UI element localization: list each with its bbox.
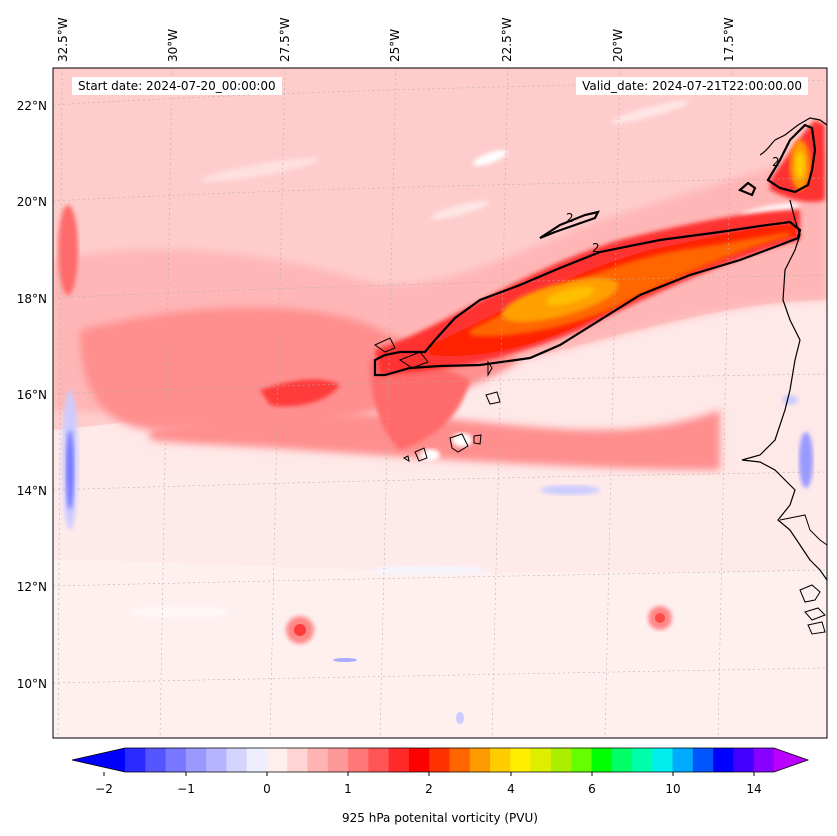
colorbar-segment: [591, 748, 613, 772]
colorbar-segment: [185, 748, 207, 772]
colorbar-segment: [611, 748, 633, 772]
lat-label: 16°N: [17, 388, 47, 402]
colorbar-extend-min: [72, 748, 125, 772]
colorbar-segment: [368, 748, 390, 772]
colorbar-segment: [287, 748, 309, 772]
colorbar-segment: [530, 748, 552, 772]
colorbar-segment: [490, 748, 511, 772]
lat-label: 12°N: [17, 580, 47, 594]
colorbar-segment: [246, 748, 268, 772]
colorbar-segment: [692, 748, 714, 772]
colorbar-segment: [206, 748, 227, 772]
colorbar-segment: [226, 748, 248, 772]
colorbar-segment: [733, 748, 755, 772]
lon-label: 22.5°W: [500, 17, 514, 62]
start-date-label: Start date: 2024-07-20_00:00:00: [72, 77, 282, 95]
colorbar-tick-label: 14: [746, 782, 761, 796]
colorbar-segment: [753, 748, 775, 772]
colorbar-segment: [307, 748, 329, 772]
colorbar-label: 925 hPa potenital vorticity (PVU): [342, 811, 538, 825]
colorbar-segment: [429, 748, 450, 772]
lon-label: 27.5°W: [278, 17, 292, 62]
colorbar-segment: [469, 748, 491, 772]
colorbar-segment: [145, 748, 167, 772]
colorbar-segment: [165, 748, 187, 772]
colorbar-tick-label: 2: [425, 782, 433, 796]
colorbar-tick-label: 6: [588, 782, 596, 796]
colorbar-segment: [571, 748, 592, 772]
map-frame: [52, 67, 828, 739]
colorbar-segment: [510, 748, 532, 772]
cape-verde-islands: [374, 337, 501, 463]
lat-label: 22°N: [17, 99, 47, 113]
pv-2-contour: [373, 123, 817, 377]
colorbar-segment: [652, 748, 674, 772]
lat-label: 10°N: [17, 677, 47, 691]
white-streaks: [200, 100, 800, 220]
longitude-labels: 32.5°W 30°W 27.5°W 25°W 22.5°W 20°W 17.5…: [56, 17, 736, 62]
lat-label: 20°N: [17, 195, 47, 209]
lon-label: 20°W: [611, 29, 625, 62]
colorbar-tick-label: −1: [177, 782, 195, 796]
lon-label: 30°W: [166, 29, 180, 62]
contour-label-2c: 2: [772, 155, 780, 169]
lon-label: 32.5°W: [56, 17, 70, 62]
contour-label-2b: 2: [566, 211, 574, 225]
colorbar-segment: [266, 748, 288, 772]
lon-label: 25°W: [388, 29, 402, 62]
latitude-labels: 22°N 20°N 18°N 16°N 14°N 12°N 10°N: [17, 99, 47, 691]
colorbar-segment: [550, 748, 572, 772]
colorbar-segment: [449, 748, 471, 772]
colorbar-tick-label: 1: [344, 782, 352, 796]
lat-label: 14°N: [17, 484, 47, 498]
colorbar-segment: [348, 748, 369, 772]
colorbar-segment: [632, 748, 653, 772]
colorbar-segment: [125, 748, 146, 772]
colorbar-extend-max: [774, 748, 808, 772]
colorbar: [71, 747, 810, 776]
colorbar-segment: [713, 748, 734, 772]
colorbar-outline: [71, 747, 810, 773]
lon-label: 17.5°W: [722, 17, 736, 62]
lat-label: 18°N: [17, 292, 47, 306]
colorbar-segment: [327, 748, 349, 772]
colorbar-ticks: −2 −1 0 1 2 4 6 10 14: [95, 782, 761, 796]
colorbar-tick-label: 0: [263, 782, 271, 796]
map-panel: 2 2 2: [53, 68, 827, 738]
valid-date-label: Valid_date: 2024-07-21T22:00:00.00: [576, 77, 808, 95]
coastline: [741, 117, 827, 581]
colorbar-tick-label: −2: [95, 782, 113, 796]
colorbar-segment: [672, 748, 694, 772]
colorbar-segment: [388, 748, 410, 772]
colorbar-tick-label: 10: [665, 782, 680, 796]
colorbar-segment: [408, 748, 430, 772]
colorbar-tick-label: 4: [507, 782, 515, 796]
contour-label-2a: 2: [592, 241, 600, 255]
graticule: [53, 68, 827, 738]
